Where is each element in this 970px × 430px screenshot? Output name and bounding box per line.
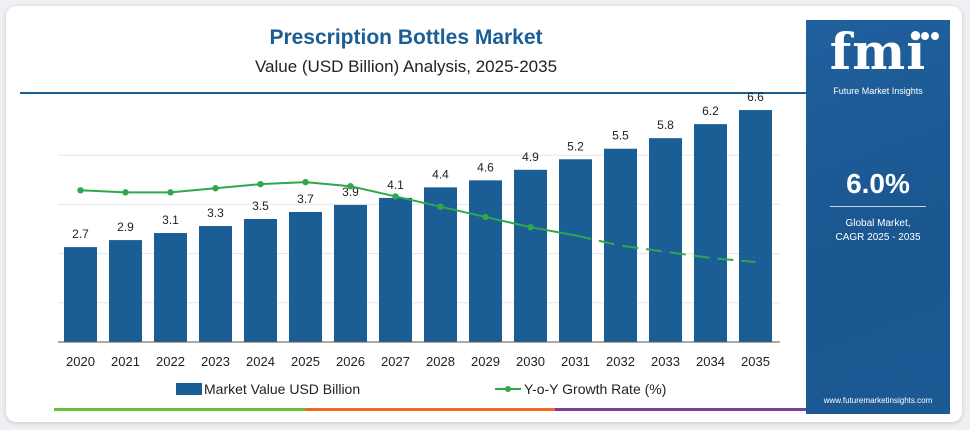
cagr-label: Global Market, CAGR 2025 - 2035 [806,217,950,245]
panel-divider [830,206,926,207]
x-tick-label: 2020 [66,354,95,369]
growth-point [437,203,444,210]
bar-value-label: 5.8 [657,118,674,132]
bar [649,138,682,342]
growth-point [77,187,84,194]
growth-point [347,183,354,190]
bar [559,159,592,342]
x-tick-label: 2034 [696,354,725,369]
bar-value-label: 6.6 [747,90,764,104]
bar [109,240,142,342]
bar [424,187,457,342]
bar-value-label: 4.6 [477,160,494,174]
bar [199,226,232,342]
legend-line-label: Y-o-Y Growth Rate (%) [524,381,667,397]
cagr-label-line2: CAGR 2025 - 2035 [835,232,921,243]
growth-point [167,189,174,196]
fmi-logo: fmi [829,22,927,81]
chart-card: Prescription Bottles Market Value (USD B… [6,6,962,422]
x-tick-label: 2024 [246,354,275,369]
title-divider [20,92,806,94]
bar-value-label: 3.7 [297,192,314,206]
cagr-label-line1: Global Market, [845,218,911,229]
strip-segment [304,408,556,411]
x-tick-label: 2032 [606,354,635,369]
logo-subtitle: Future Market Insights [833,86,923,96]
x-tick-label: 2027 [381,354,410,369]
growth-line-dashed [575,234,756,264]
bar-value-label: 3.3 [207,206,224,220]
chart-title: Prescription Bottles Market [269,26,543,49]
legend-bar-label: Market Value USD Billion [204,381,361,397]
bar-value-label: 4.1 [387,178,404,192]
growth-point [482,213,489,221]
bar-value-label: 3.1 [162,213,179,227]
growth-point [257,180,264,188]
bar [694,124,727,342]
x-tick-label: 2035 [741,354,770,369]
bar [739,110,772,342]
x-tick-label: 2023 [201,354,230,369]
growth-point [392,193,399,200]
legend-line-swatch [495,386,521,392]
x-tick-label: 2031 [561,354,590,369]
x-tick-label: 2033 [651,354,680,369]
legend-item-line: Y-o-Y Growth Rate (%) [494,381,666,397]
info-panel: fmi Future Market Insights 6.0% Global M… [806,20,950,414]
bar [289,211,322,342]
bar-value-label: 5.5 [612,129,629,143]
bar [469,180,502,342]
x-tick-label: 2029 [471,354,500,369]
bar-value-label: 6.2 [702,104,719,118]
x-tick-label: 2030 [516,354,545,369]
bar-value-label: 5.2 [567,139,584,153]
x-tick-label: 2026 [336,354,365,369]
legend-bar-swatch [176,383,202,395]
bar-value-label: 2.9 [117,220,134,234]
bar-value-label: 3.9 [342,185,359,199]
bar [244,219,277,342]
chart-plot: 2.7 2020 2.9 2021 3.1 2022 3.3 2023 3.5 2024 3.7 20… [58,90,780,369]
legend-item-bar: Market Value USD Billion [176,381,360,397]
x-tick-label: 2021 [111,354,140,369]
bar [64,247,97,342]
growth-line-solid [80,181,576,237]
bar-value-label: 3.5 [252,199,269,213]
bar [604,148,637,342]
bar-value-label: 4.9 [522,150,539,164]
x-tick-label: 2028 [426,354,455,369]
x-tick-label: 2022 [156,354,185,369]
bar-value-label: 4.4 [432,167,449,181]
logo-dots-icon [911,32,939,40]
growth-point [122,189,129,196]
cagr-value: 6.0% [846,168,910,199]
website-link[interactable]: www.futuremarketinsights.com [823,396,933,405]
bar-value-label: 2.7 [72,227,89,241]
bar [154,233,187,342]
bar [514,169,547,342]
strip-segment [54,408,305,411]
growth-point [212,185,219,192]
chart-subtitle: Value (USD Billion) Analysis, 2025-2035 [254,57,558,76]
growth-point [527,224,534,231]
growth-point [302,178,309,186]
strip-segment [555,408,807,411]
bar [379,197,412,342]
x-tick-label: 2025 [291,354,320,369]
bar [334,204,367,342]
color-strip [54,408,807,411]
